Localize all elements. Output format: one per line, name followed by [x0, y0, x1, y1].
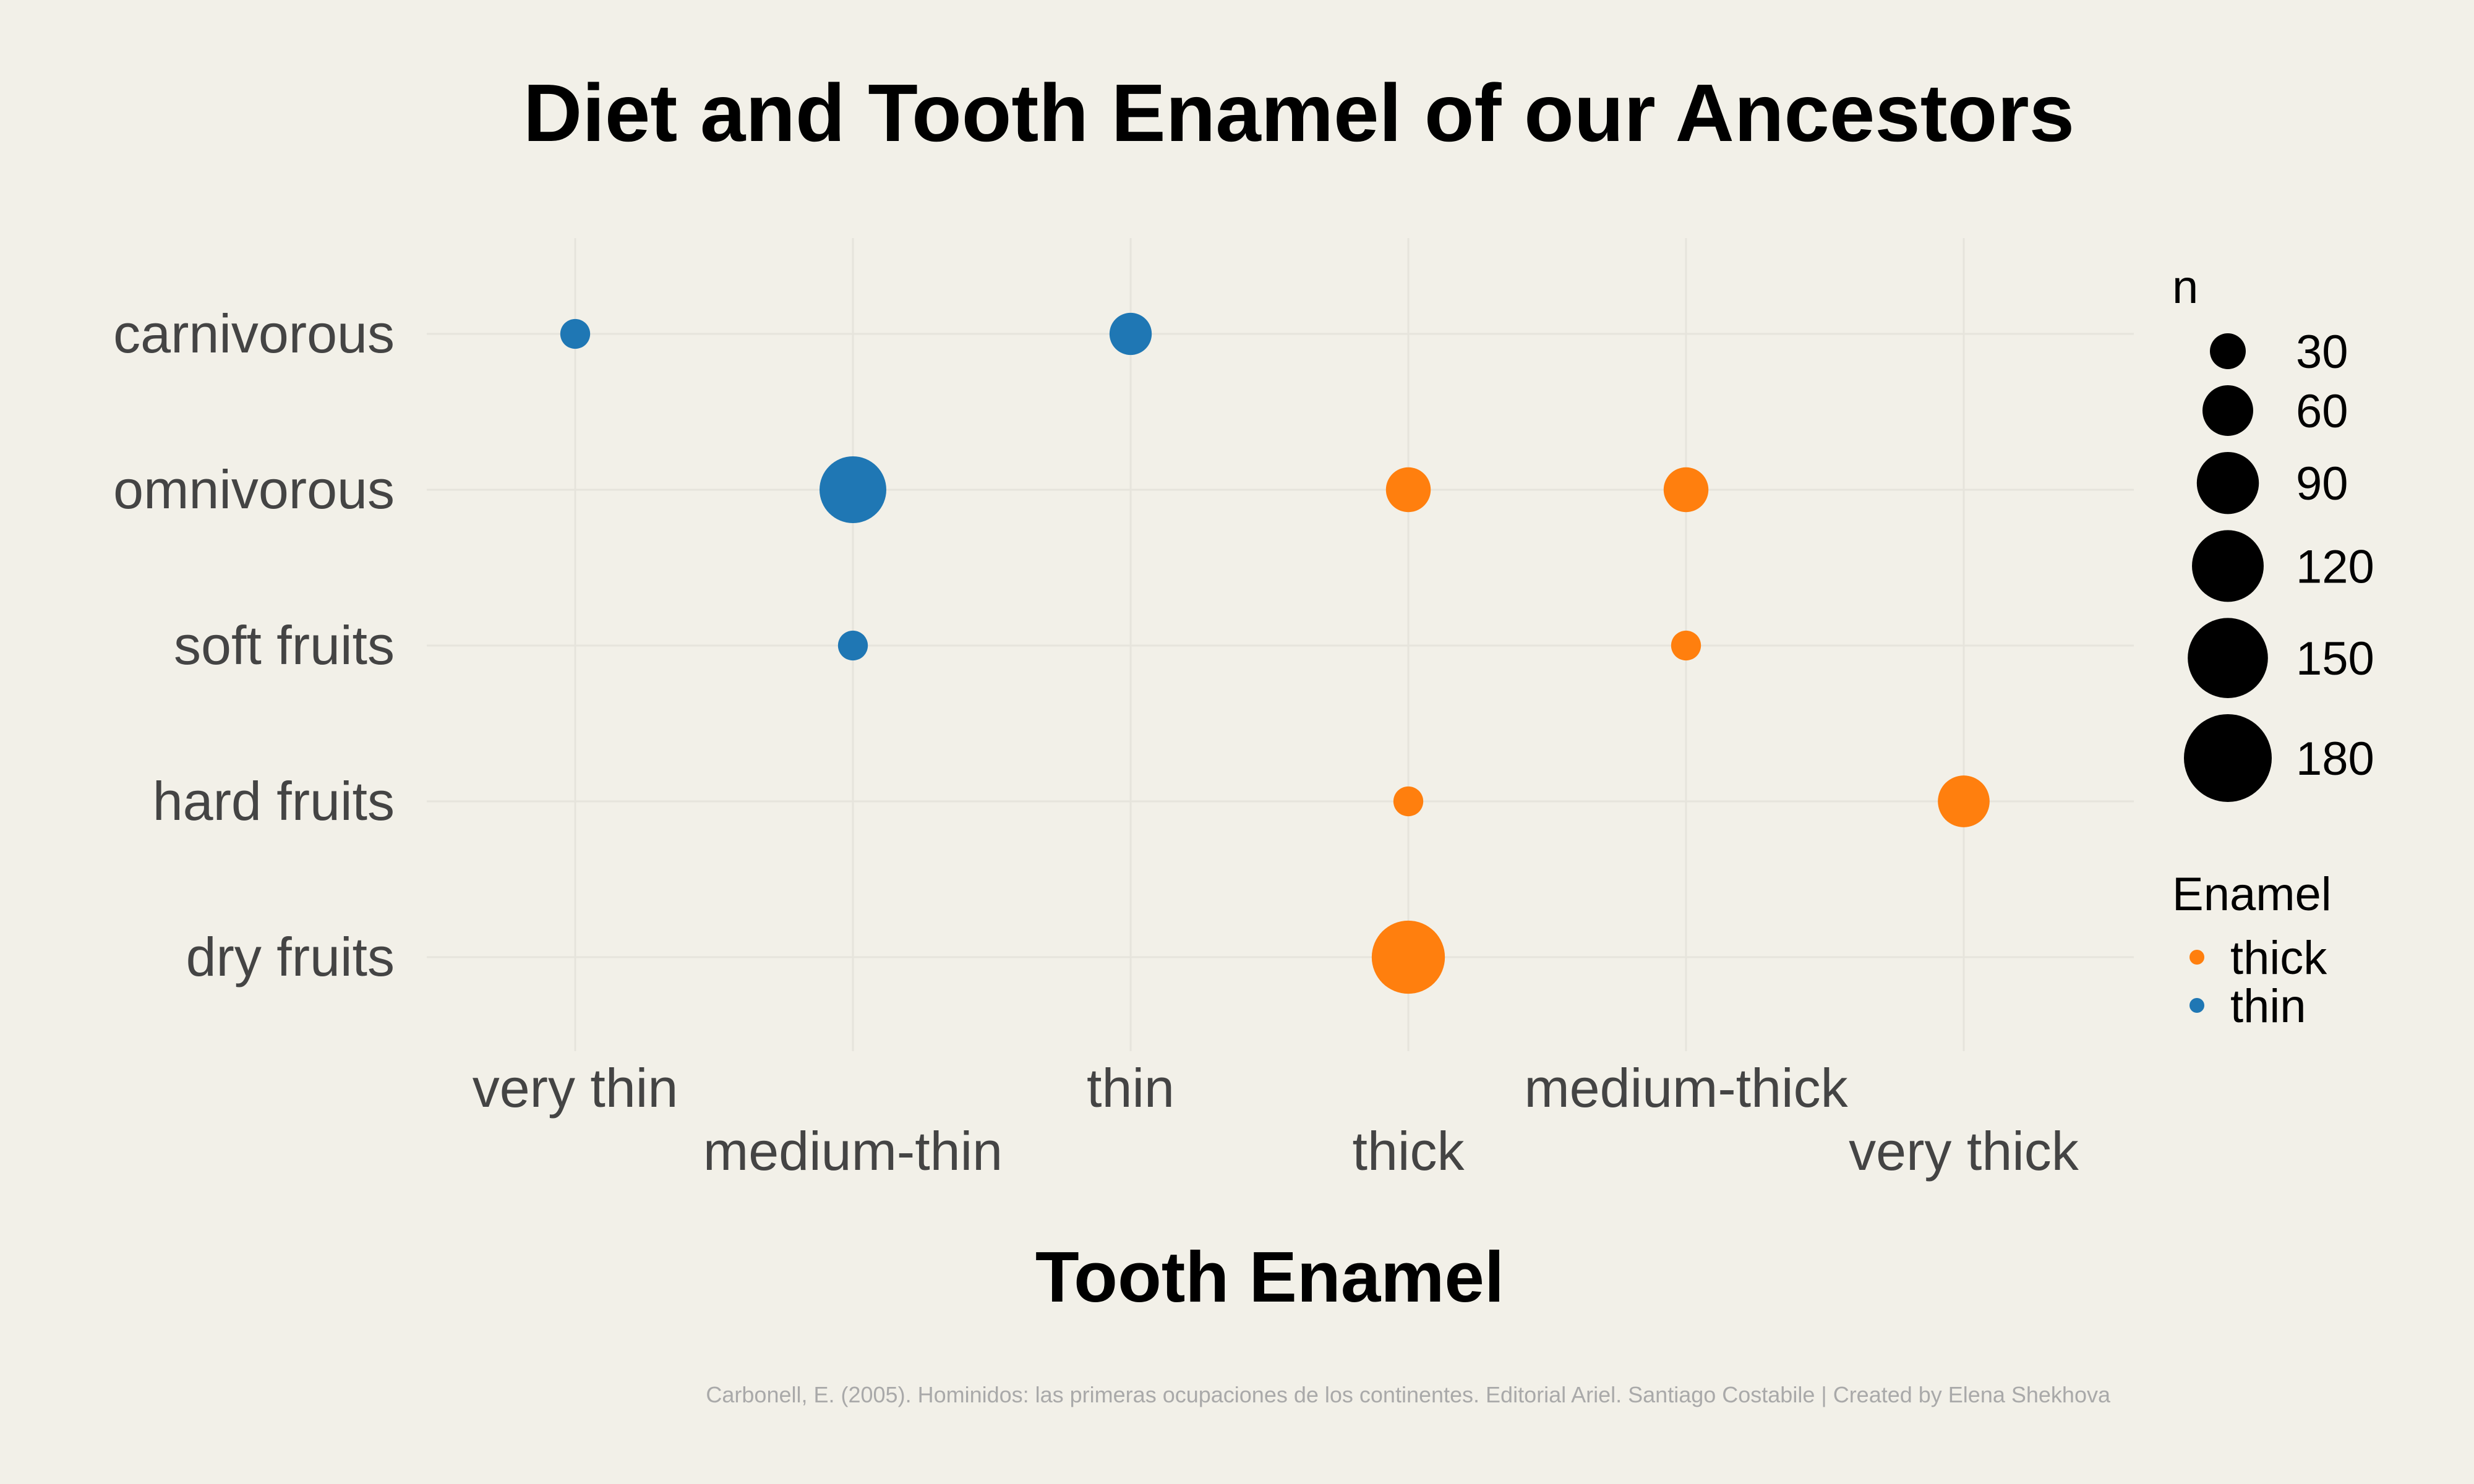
data-point [1385, 467, 1431, 513]
data-points [560, 312, 1990, 994]
data-point [820, 456, 886, 523]
y-tick-label: hard fruits [153, 770, 395, 832]
chart-title: Diet and Tooth Enamel of our Ancestors [523, 67, 2074, 158]
data-point [1938, 775, 1990, 827]
size-legend-key [2184, 714, 2272, 802]
data-point [1671, 630, 1701, 661]
x-tick-label: very thin [473, 1057, 678, 1119]
caption: Carbonell, E. (2005). Hominidos: las pri… [706, 1382, 2111, 1407]
color-legend-label: thick [2230, 932, 2327, 984]
x-tick-label: medium-thick [1524, 1057, 1848, 1119]
data-point [1663, 467, 1709, 513]
y-tick-label: carnivorous [113, 303, 395, 364]
color-legend-key [2189, 950, 2204, 965]
y-tick-label: omnivorous [113, 459, 395, 520]
y-tick-label: dry fruits [186, 926, 395, 987]
x-tick-label: medium-thin [703, 1120, 1003, 1182]
x-tick-label: thin [1087, 1057, 1175, 1119]
data-point [1109, 312, 1152, 356]
size-legend-key [2202, 385, 2253, 436]
size-legend-key [2196, 451, 2259, 514]
size-legend-key [2192, 530, 2264, 602]
x-axis-title: Tooth Enamel [1035, 1237, 1504, 1317]
size-legend-key [2188, 618, 2268, 698]
size-legend-label: 60 [2296, 385, 2348, 438]
size-legend-label: 150 [2296, 633, 2374, 685]
data-point [560, 318, 591, 349]
size-legend-label: 30 [2296, 326, 2348, 378]
size-legend-title: n [2172, 261, 2198, 313]
data-point [1393, 786, 1424, 817]
color-legend-key [2189, 998, 2204, 1013]
size-legend: n 30 60 90 120 150 180 [2172, 261, 2374, 802]
color-legend-label: thin [2230, 980, 2306, 1033]
data-point [837, 630, 868, 661]
size-legend-label: 120 [2296, 540, 2374, 593]
color-legend-title: Enamel [2172, 868, 2332, 921]
size-legend-label: 180 [2296, 733, 2374, 785]
x-axis-ticks: very thin medium-thin thin thick medium-thic… [473, 1057, 2079, 1182]
y-tick-label: soft fruits [174, 615, 395, 676]
size-legend-key [2210, 333, 2246, 369]
y-axis-ticks: carnivorous omnivorous soft fruits hard fru… [113, 303, 395, 987]
size-legend-label: 90 [2296, 458, 2348, 510]
grid [427, 238, 2134, 1051]
x-tick-label: thick [1353, 1120, 1465, 1182]
x-tick-label: very thick [1849, 1120, 2079, 1182]
data-point [1371, 920, 1445, 994]
